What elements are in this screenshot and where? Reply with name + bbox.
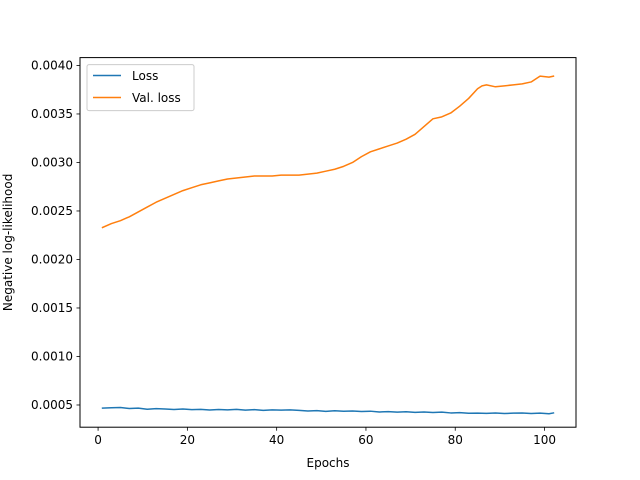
y-axis-ticks: 0.0005 0.0010 0.0015 0.0020 0.0025 0.0030 0.00… xyxy=(31,58,80,412)
x-tick-label: 40 xyxy=(269,433,284,447)
y-tick-label: 0.0010 xyxy=(31,349,73,363)
y-tick-label: 0.0025 xyxy=(31,204,73,218)
y-tick-label: 0.0030 xyxy=(31,155,73,169)
plot-lines xyxy=(101,75,555,415)
y-tick-label: 0.0035 xyxy=(31,107,73,121)
legend-label-loss: Loss xyxy=(132,69,158,83)
series-line-0 xyxy=(101,406,555,415)
series-line-1 xyxy=(101,75,555,229)
x-tick-label: 20 xyxy=(180,433,195,447)
y-axis-label: Negative log-likelihood xyxy=(1,174,15,311)
x-tick-label: 0 xyxy=(94,433,102,447)
y-tick-label: 0.0020 xyxy=(31,252,73,266)
x-axis-ticks: 0 20 40 60 80 100 xyxy=(94,427,556,447)
legend: Loss Val. loss xyxy=(86,64,195,112)
x-tick-label: 60 xyxy=(358,433,373,447)
y-tick-label: 0.0040 xyxy=(31,58,73,72)
legend-label-val-loss: Val. loss xyxy=(132,91,181,105)
y-tick-label: 0.0015 xyxy=(31,301,73,315)
y-tick-label: 0.0005 xyxy=(31,398,73,412)
x-tick-label: 100 xyxy=(533,433,556,447)
x-tick-label: 80 xyxy=(448,433,463,447)
axes-frame xyxy=(79,57,577,428)
x-axis-label: Epochs xyxy=(307,456,350,470)
